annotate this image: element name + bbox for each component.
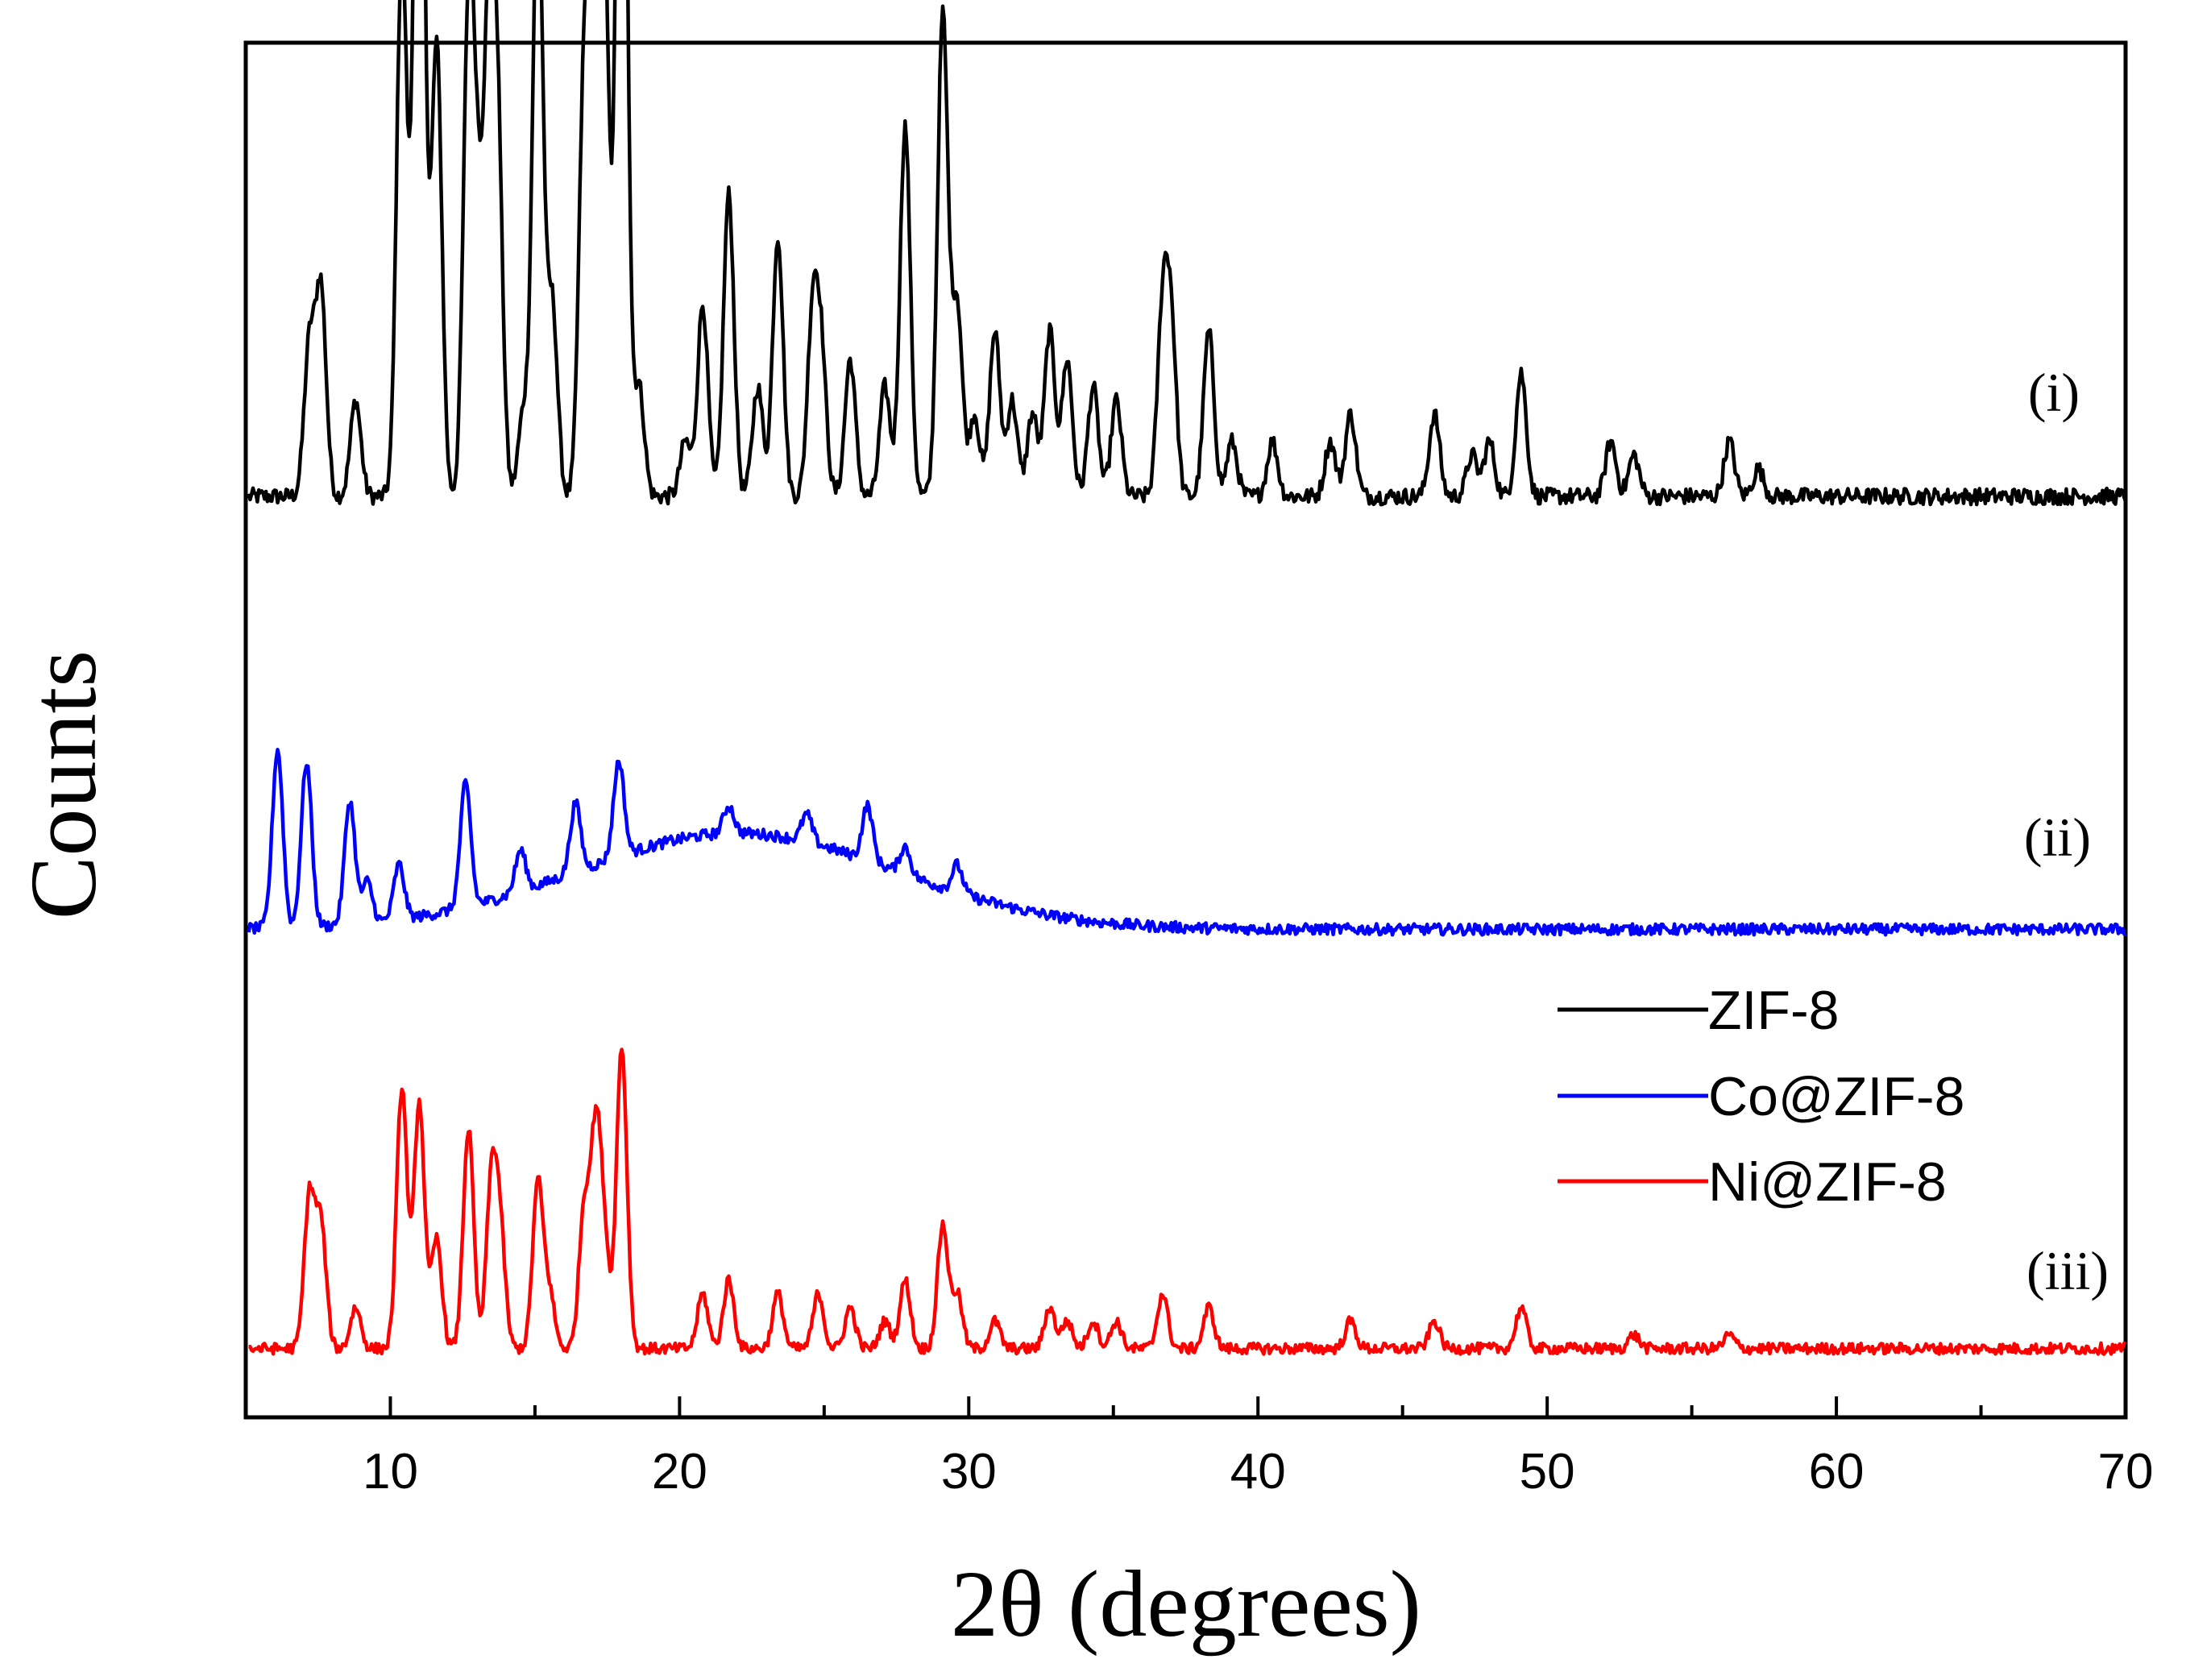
- series-tag-0: (i): [2028, 362, 2080, 423]
- x-tick-label: 60: [1809, 1444, 1865, 1500]
- series-tag-2: (iii): [2026, 1240, 2109, 1301]
- series-line-1: [247, 748, 2126, 937]
- series-line-0: [247, 0, 2128, 507]
- y-axis-label: Counts: [10, 650, 116, 919]
- x-tick-label: 20: [652, 1444, 707, 1500]
- x-tick-label: 10: [363, 1444, 418, 1500]
- series-tag-1: (ii): [2024, 807, 2091, 868]
- x-axis-ticks: 10 20 30 40 50 60 70: [244, 1396, 2154, 1500]
- legend-label-2: Ni@ZIF-8: [1708, 1151, 1947, 1213]
- x-tick-label: 70: [2098, 1444, 2154, 1500]
- x-tick-label: 30: [941, 1444, 997, 1500]
- x-tick-label: 50: [1520, 1444, 1575, 1500]
- series-tags: (i) (ii) (iii): [2024, 362, 2109, 1301]
- plot-frame: [243, 40, 2128, 1420]
- x-axis-label: 2θ (degrees): [951, 1551, 1421, 1657]
- series-group: [247, 0, 2128, 1356]
- legend: ZIF-8 Co@ZIF-8 Ni@ZIF-8: [1558, 980, 1964, 1213]
- legend-label-0: ZIF-8: [1708, 980, 1839, 1041]
- series-line-2: [248, 1047, 2127, 1356]
- legend-label-1: Co@ZIF-8: [1708, 1066, 1964, 1127]
- x-tick-label: 40: [1230, 1444, 1286, 1500]
